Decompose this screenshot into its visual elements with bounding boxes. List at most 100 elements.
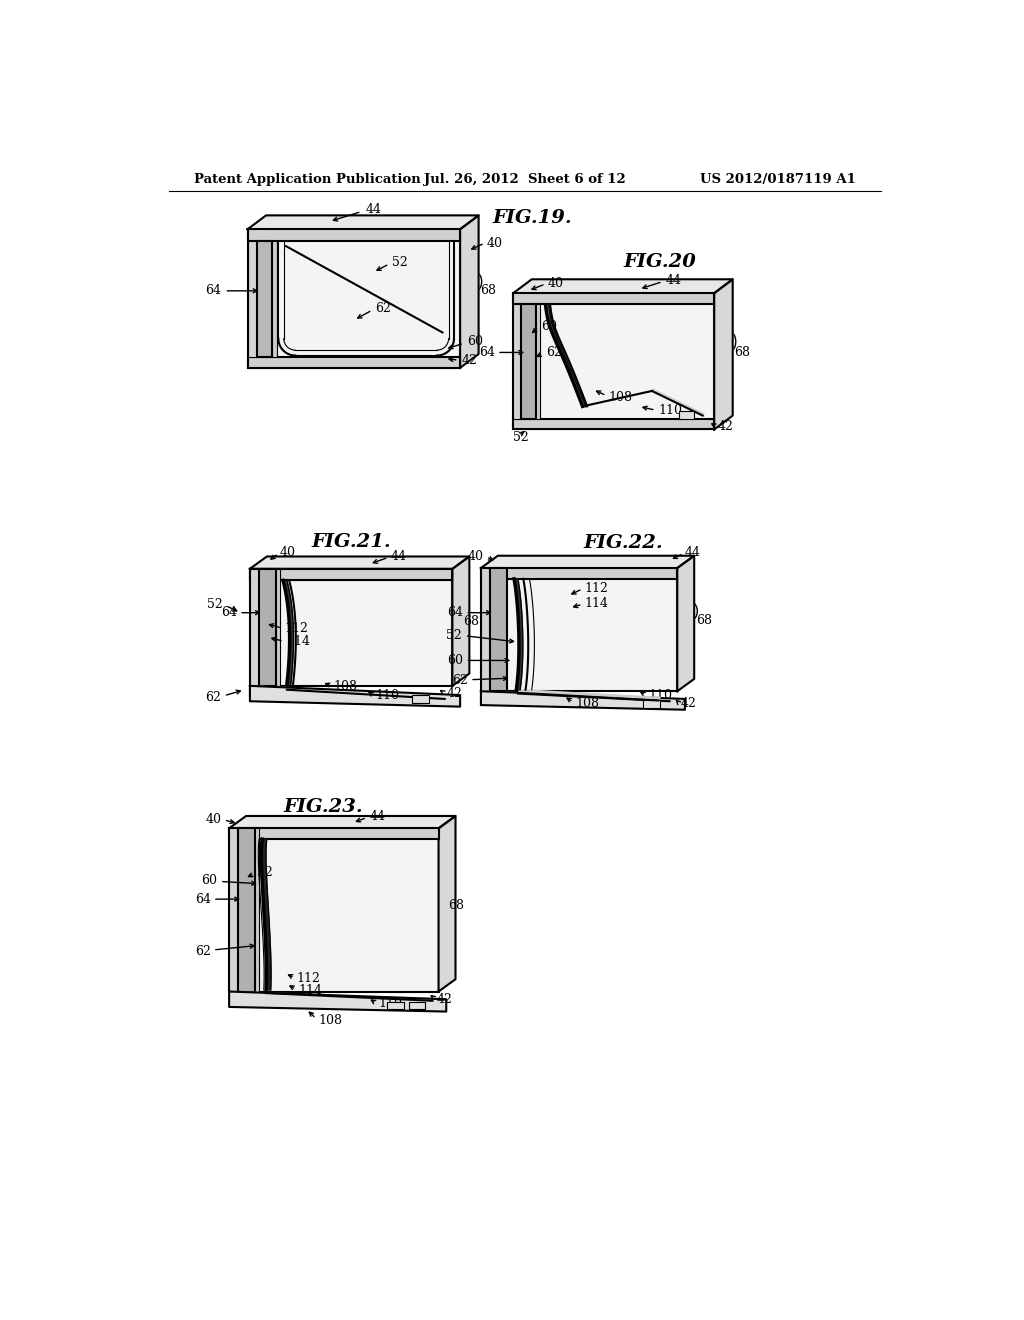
Bar	[481, 568, 677, 579]
Bar	[248, 358, 460, 368]
Bar	[412, 696, 429, 702]
Text: 44: 44	[370, 810, 385, 824]
Text: 60: 60	[202, 874, 217, 887]
Text: 112: 112	[585, 582, 608, 594]
Polygon shape	[438, 816, 456, 991]
Bar	[387, 1002, 403, 1010]
Text: 68: 68	[734, 346, 751, 359]
Text: 42: 42	[437, 993, 453, 1006]
Text: US 2012/0187119 A1: US 2012/0187119 A1	[700, 173, 856, 186]
Text: 40: 40	[487, 236, 503, 249]
Text: FIG.21.: FIG.21.	[311, 533, 391, 550]
Text: 42: 42	[462, 354, 477, 367]
Text: 52: 52	[392, 256, 409, 269]
Text: 42: 42	[717, 420, 733, 433]
Bar	[513, 418, 714, 429]
Polygon shape	[250, 557, 469, 569]
Bar	[250, 569, 453, 579]
Bar	[255, 829, 259, 991]
Polygon shape	[261, 840, 271, 990]
Text: 114: 114	[585, 597, 609, 610]
Text: 68: 68	[463, 615, 479, 628]
Text: FIG.22.: FIG.22.	[584, 535, 663, 552]
Bar	[229, 829, 438, 840]
Polygon shape	[248, 215, 478, 230]
Text: 114: 114	[286, 635, 310, 648]
Polygon shape	[514, 579, 523, 689]
Bar	[229, 829, 438, 991]
Bar	[513, 293, 714, 429]
Text: FIG.23.: FIG.23.	[283, 797, 362, 816]
Text: FIG.20: FIG.20	[624, 253, 696, 272]
Polygon shape	[677, 556, 694, 692]
Text: 110: 110	[376, 689, 399, 702]
Bar	[513, 293, 714, 304]
Polygon shape	[481, 692, 685, 710]
Polygon shape	[583, 391, 654, 407]
Text: 40: 40	[206, 813, 221, 825]
Bar	[250, 569, 453, 579]
Text: 112: 112	[297, 972, 321, 985]
Text: 52: 52	[257, 866, 272, 879]
Text: 110: 110	[648, 689, 672, 702]
Text: 60: 60	[447, 653, 463, 667]
Bar	[481, 568, 490, 692]
Polygon shape	[714, 280, 733, 429]
Bar	[259, 569, 276, 686]
Text: 44: 44	[685, 546, 701, 560]
Text: 68: 68	[696, 614, 713, 627]
Text: FIG.19.: FIG.19.	[493, 210, 572, 227]
Polygon shape	[460, 215, 478, 368]
Text: 60: 60	[467, 335, 483, 348]
Bar	[248, 230, 460, 240]
Text: 110: 110	[658, 404, 682, 417]
Polygon shape	[513, 280, 733, 293]
Text: 62: 62	[206, 690, 221, 704]
Bar	[248, 230, 460, 368]
Polygon shape	[229, 816, 456, 829]
Polygon shape	[453, 557, 469, 686]
Bar	[490, 568, 507, 692]
Bar	[229, 829, 239, 991]
Bar	[679, 411, 694, 418]
Text: Patent Application Publication: Patent Application Publication	[194, 173, 421, 186]
Bar	[257, 240, 272, 358]
Bar	[276, 569, 280, 686]
Text: 68: 68	[447, 899, 464, 912]
Text: 62: 62	[547, 346, 562, 359]
Bar	[248, 240, 257, 358]
Bar	[250, 569, 259, 686]
Bar	[521, 304, 537, 418]
Text: 44: 44	[366, 203, 381, 216]
Text: 62: 62	[452, 675, 468, 686]
Text: 40: 40	[467, 550, 483, 564]
Text: 114: 114	[298, 983, 323, 997]
Polygon shape	[229, 991, 446, 1011]
Text: 64: 64	[195, 892, 211, 906]
Text: 64: 64	[221, 606, 237, 619]
Polygon shape	[481, 556, 694, 568]
Text: 42: 42	[446, 686, 462, 700]
Polygon shape	[250, 686, 460, 706]
Text: 108: 108	[608, 391, 632, 404]
Bar	[513, 304, 521, 418]
Text: 108: 108	[318, 1014, 342, 1027]
Text: 52: 52	[445, 630, 462, 643]
Bar	[643, 701, 659, 708]
Polygon shape	[283, 581, 294, 684]
Text: 52: 52	[513, 430, 529, 444]
Text: 108: 108	[334, 680, 357, 693]
Bar	[239, 829, 255, 991]
Text: 110: 110	[379, 998, 402, 1010]
Text: 40: 40	[280, 546, 295, 560]
Text: 68: 68	[480, 284, 497, 297]
Polygon shape	[518, 689, 660, 701]
Text: 44: 44	[391, 550, 407, 564]
Text: 64: 64	[479, 346, 495, 359]
Text: 44: 44	[666, 273, 682, 286]
Bar	[537, 304, 541, 418]
Text: 62: 62	[195, 945, 211, 958]
Text: 52: 52	[207, 598, 223, 611]
Text: Jul. 26, 2012  Sheet 6 of 12: Jul. 26, 2012 Sheet 6 of 12	[424, 173, 626, 186]
Text: 42: 42	[681, 697, 697, 710]
